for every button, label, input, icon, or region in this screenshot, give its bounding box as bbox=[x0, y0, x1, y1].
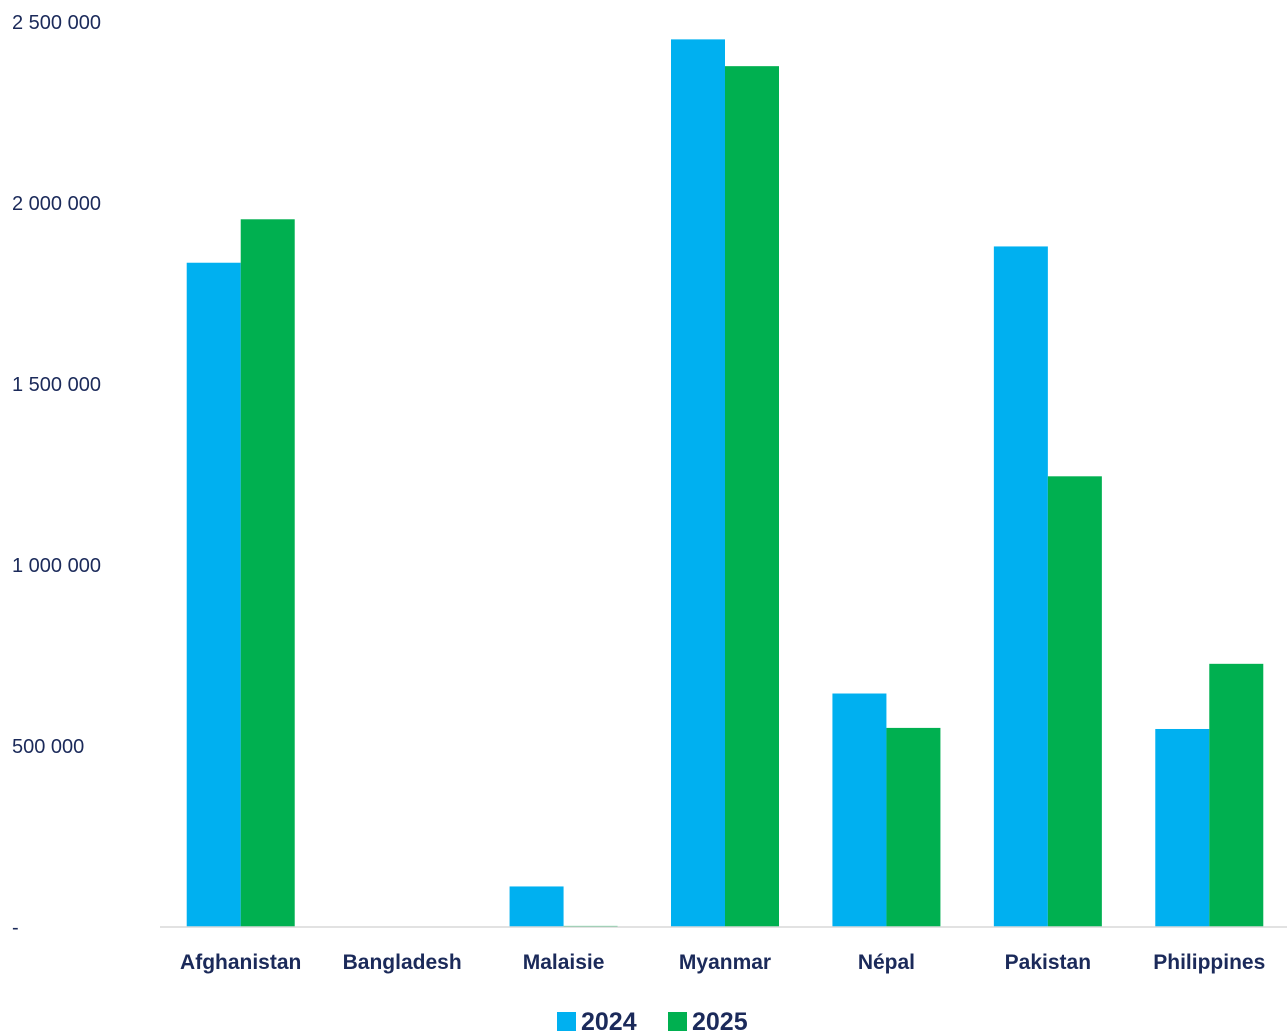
bar-2024-afghanistan bbox=[186, 262, 241, 928]
legend-swatch-2024 bbox=[557, 1012, 576, 1031]
bar-2024-népal bbox=[832, 693, 887, 927]
x-category-label: Malaisie bbox=[523, 951, 605, 974]
bar-2025-philippines bbox=[1209, 663, 1264, 927]
bar-series bbox=[186, 39, 1264, 928]
legend-label-2024: 2024 bbox=[581, 1008, 637, 1031]
legend-swatch-2025 bbox=[668, 1012, 687, 1031]
x-category-label: Afghanistan bbox=[180, 951, 301, 974]
x-category-label: Myanmar bbox=[679, 951, 771, 974]
bar-2024-malaisie bbox=[509, 886, 564, 927]
y-tick-label: 1 000 000 bbox=[12, 555, 101, 577]
bar-2024-philippines bbox=[1155, 728, 1210, 927]
y-tick-label: 2 000 000 bbox=[12, 193, 101, 215]
y-tick-label: 500 000 bbox=[12, 736, 84, 758]
y-tick-label: 2 500 000 bbox=[12, 12, 101, 34]
x-category-label: Népal bbox=[858, 951, 915, 974]
bar-2024-myanmar bbox=[671, 39, 725, 928]
legend: 2024 2025 bbox=[557, 1008, 748, 1031]
y-tick-label: - bbox=[12, 917, 19, 939]
bar-2024-pakistan bbox=[993, 246, 1048, 927]
bar-2025-pakistan bbox=[1047, 476, 1102, 927]
x-axis-category-labels: Afghanistan Bangladesh Malaisie Myanmar Népa… bbox=[180, 951, 1265, 974]
legend-label-2025: 2025 bbox=[692, 1008, 748, 1031]
bar-2025-myanmar bbox=[725, 66, 779, 927]
bar-2025-népal bbox=[886, 727, 941, 927]
x-category-label: Philippines bbox=[1153, 951, 1265, 974]
bar-2025-afghanistan bbox=[240, 219, 295, 928]
x-category-label: Bangladesh bbox=[343, 951, 462, 974]
x-category-label: Pakistan bbox=[1005, 951, 1091, 974]
y-tick-label: 1 500 000 bbox=[12, 374, 101, 396]
y-axis-tick-labels: - 500 000 1 000 000 1 500 000 2 000 000 2 500… bbox=[12, 12, 101, 939]
